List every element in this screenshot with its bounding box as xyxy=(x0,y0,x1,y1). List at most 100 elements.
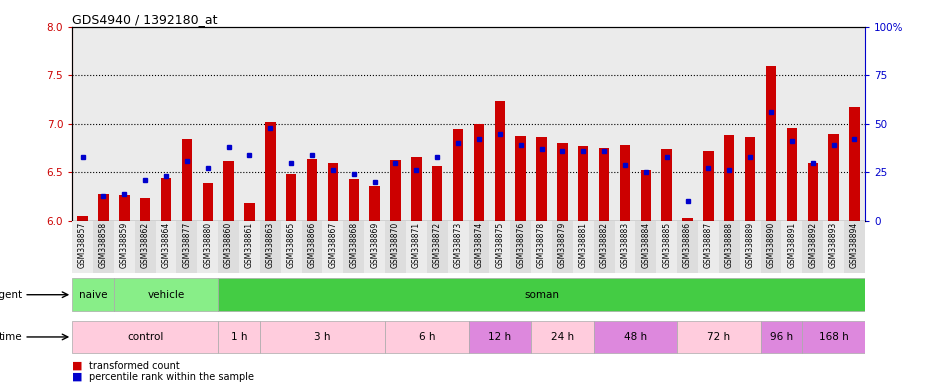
Bar xyxy=(598,148,610,221)
Bar xyxy=(635,221,656,273)
Text: time: time xyxy=(0,332,22,342)
Bar xyxy=(536,137,547,221)
Text: GSM338859: GSM338859 xyxy=(120,222,129,268)
Bar xyxy=(844,221,865,273)
Text: GSM338857: GSM338857 xyxy=(78,222,87,268)
Bar xyxy=(265,122,276,221)
Text: GSM338866: GSM338866 xyxy=(307,222,316,268)
Bar xyxy=(719,221,740,273)
Bar xyxy=(140,199,151,221)
Text: GSM338870: GSM338870 xyxy=(391,222,400,268)
Bar xyxy=(573,221,594,273)
Bar xyxy=(218,221,239,273)
Text: GSM338885: GSM338885 xyxy=(662,222,672,268)
Text: 12 h: 12 h xyxy=(488,332,512,342)
Text: GSM338867: GSM338867 xyxy=(328,222,338,268)
Text: vehicle: vehicle xyxy=(147,290,185,300)
Bar xyxy=(849,108,859,221)
Text: 1 h: 1 h xyxy=(231,332,247,342)
Bar xyxy=(474,124,484,221)
Text: GSM338863: GSM338863 xyxy=(265,222,275,268)
Bar xyxy=(364,221,385,273)
Bar xyxy=(281,221,302,273)
Bar xyxy=(203,183,213,221)
Bar xyxy=(661,149,672,221)
Text: soman: soman xyxy=(524,290,559,300)
Text: GSM338887: GSM338887 xyxy=(704,222,713,268)
Bar xyxy=(677,321,760,353)
Text: 24 h: 24 h xyxy=(550,332,574,342)
Bar xyxy=(349,179,359,221)
Bar xyxy=(703,151,713,221)
Text: GSM338882: GSM338882 xyxy=(599,222,609,268)
Text: GSM338890: GSM338890 xyxy=(767,222,775,268)
Text: 72 h: 72 h xyxy=(708,332,731,342)
Text: GSM338864: GSM338864 xyxy=(162,222,170,268)
Text: GSM338861: GSM338861 xyxy=(245,222,254,268)
Text: 96 h: 96 h xyxy=(770,332,793,342)
Bar xyxy=(489,221,511,273)
Text: transformed count: transformed count xyxy=(89,361,179,371)
Bar xyxy=(802,221,823,273)
Bar xyxy=(155,221,177,273)
Bar xyxy=(426,221,448,273)
Text: GSM338860: GSM338860 xyxy=(224,222,233,268)
Bar xyxy=(578,146,588,221)
Bar xyxy=(385,221,406,273)
Bar xyxy=(369,186,380,221)
Text: GSM338876: GSM338876 xyxy=(516,222,525,268)
Text: GSM338873: GSM338873 xyxy=(453,222,462,268)
Bar xyxy=(823,221,844,273)
Bar xyxy=(552,221,573,273)
Bar xyxy=(620,145,630,221)
Bar xyxy=(224,161,234,221)
Bar xyxy=(98,194,108,221)
Bar xyxy=(239,221,260,273)
Bar xyxy=(448,221,468,273)
Text: GSM338884: GSM338884 xyxy=(641,222,650,268)
Bar xyxy=(829,134,839,221)
Text: 3 h: 3 h xyxy=(314,332,331,342)
Bar xyxy=(802,321,865,353)
Bar xyxy=(286,174,296,221)
Bar xyxy=(557,143,568,221)
Bar xyxy=(93,221,114,273)
Bar xyxy=(119,195,130,221)
Text: control: control xyxy=(127,332,164,342)
Text: GSM338872: GSM338872 xyxy=(433,222,442,268)
Bar xyxy=(161,178,171,221)
Text: GSM338862: GSM338862 xyxy=(141,222,150,268)
Bar xyxy=(453,129,463,221)
Text: 168 h: 168 h xyxy=(819,332,848,342)
Bar xyxy=(411,157,422,221)
Bar xyxy=(390,160,401,221)
Text: GSM338883: GSM338883 xyxy=(621,222,630,268)
Bar xyxy=(114,278,218,311)
Bar xyxy=(740,221,760,273)
Bar xyxy=(302,221,323,273)
Text: GSM338886: GSM338886 xyxy=(683,222,692,268)
Bar xyxy=(72,321,218,353)
Bar xyxy=(515,136,526,221)
Bar xyxy=(468,321,531,353)
Text: GSM338881: GSM338881 xyxy=(579,222,587,268)
Bar xyxy=(594,221,614,273)
Bar xyxy=(782,221,802,273)
Bar xyxy=(531,321,594,353)
Bar xyxy=(260,321,385,353)
Text: agent: agent xyxy=(0,290,22,300)
Bar xyxy=(218,278,865,311)
Text: GSM338891: GSM338891 xyxy=(787,222,796,268)
Bar xyxy=(531,221,552,273)
Text: ■: ■ xyxy=(72,361,82,371)
Bar xyxy=(323,221,343,273)
Bar xyxy=(724,136,734,221)
Text: GSM338871: GSM338871 xyxy=(412,222,421,268)
Bar xyxy=(656,221,677,273)
Bar xyxy=(72,221,93,273)
Text: GSM338858: GSM338858 xyxy=(99,222,108,268)
Bar xyxy=(614,221,635,273)
Text: GSM338892: GSM338892 xyxy=(808,222,817,268)
Text: 6 h: 6 h xyxy=(418,332,435,342)
Bar xyxy=(135,221,155,273)
